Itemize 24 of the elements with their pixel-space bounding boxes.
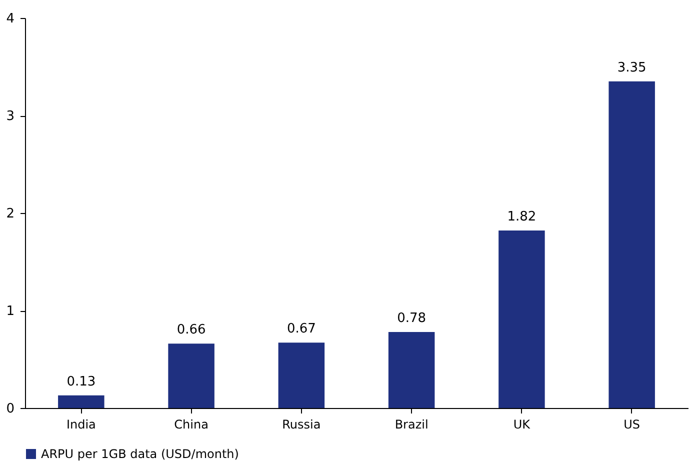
bar [168,344,214,408]
data-label: 3.35 [617,60,646,76]
legend-label: ARPU per 1GB data (USD/month) [41,447,239,461]
x-tick-label: UK [513,418,532,432]
data-label: 0.13 [66,374,96,390]
x-tick-label: Russia [282,418,321,432]
y-tick-label: 0 [6,402,14,416]
x-tick-label: US [624,418,640,432]
x-tick-label: China [174,418,208,432]
data-label: 0.66 [176,322,206,338]
y-tick-label: 2 [6,206,14,222]
data-label: 0.67 [286,322,316,337]
y-tick-label: 3 [6,109,14,124]
bar [608,81,655,408]
x-tick-label: Brazil [394,418,428,432]
x-tick-label: India [66,418,96,432]
bar [278,342,325,408]
bar [498,230,545,408]
y-tick-label: 4 [6,12,14,26]
y-tick-label: 1 [6,304,14,319]
data-label: 0.78 [397,310,426,326]
bar [58,395,104,408]
bar [388,332,435,408]
data-label: 1.82 [507,210,536,225]
